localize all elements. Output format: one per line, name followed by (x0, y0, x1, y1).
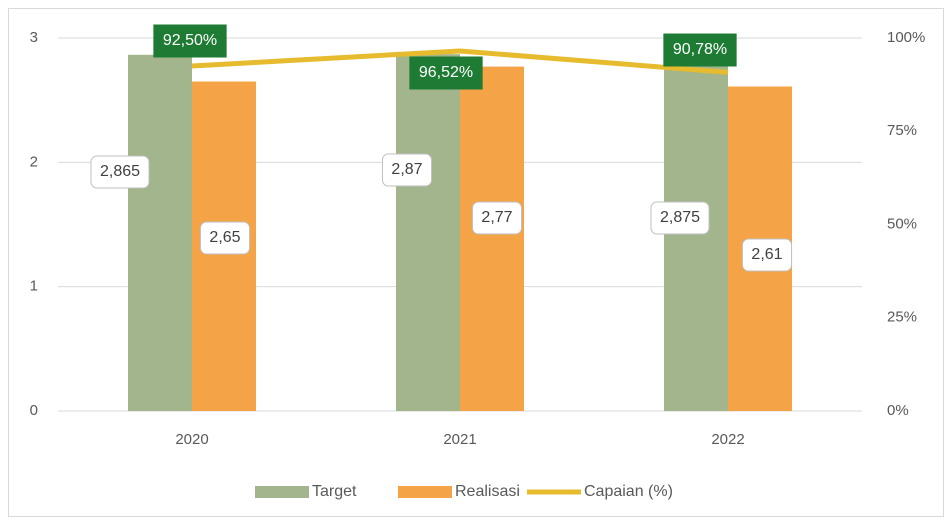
data-label: 2,77 (481, 209, 512, 226)
y-tick-label: 1 (30, 278, 38, 295)
data-label: 2,87 (391, 161, 422, 178)
data-label: 2,65 (209, 229, 240, 246)
bar (396, 54, 460, 412)
data-label: 92,50% (163, 32, 217, 49)
bar (460, 66, 524, 411)
data-label: 2,865 (100, 163, 140, 180)
legend-label: Target (312, 483, 357, 500)
data-label-box (663, 33, 737, 67)
legend-swatch (255, 486, 309, 498)
legend-label: Capaian (%) (584, 483, 673, 500)
y-tick-label: 0 (30, 402, 38, 419)
legend-label: Realisasi (455, 483, 520, 500)
y2-tick-label: 50% (887, 215, 917, 232)
data-label-box (471, 201, 523, 235)
data-label: 90,78% (673, 41, 727, 58)
y-tick-label: 3 (30, 29, 38, 46)
y-tick-label: 2 (30, 153, 38, 170)
data-label-box (650, 201, 710, 235)
data-label-box (199, 221, 251, 255)
data-label-box (409, 56, 483, 90)
y2-tick-label: 100% (887, 29, 925, 46)
legend-swatch (398, 486, 452, 498)
y2-tick-label: 25% (887, 309, 917, 326)
data-label: 2,875 (660, 209, 700, 226)
data-label: 96,52% (419, 64, 473, 81)
data-label-box (381, 153, 433, 187)
data-label: 2,61 (751, 246, 782, 263)
data-label-box (153, 24, 227, 58)
data-label-box (90, 155, 150, 189)
y2-tick-label: 75% (887, 122, 917, 139)
x-tick-label: 2020 (175, 431, 208, 448)
data-label-box (741, 238, 793, 272)
x-tick-label: 2022 (711, 431, 744, 448)
x-tick-label: 2021 (443, 431, 476, 448)
bar (128, 54, 192, 411)
y2-tick-label: 0% (887, 402, 909, 419)
line (191, 48, 729, 75)
